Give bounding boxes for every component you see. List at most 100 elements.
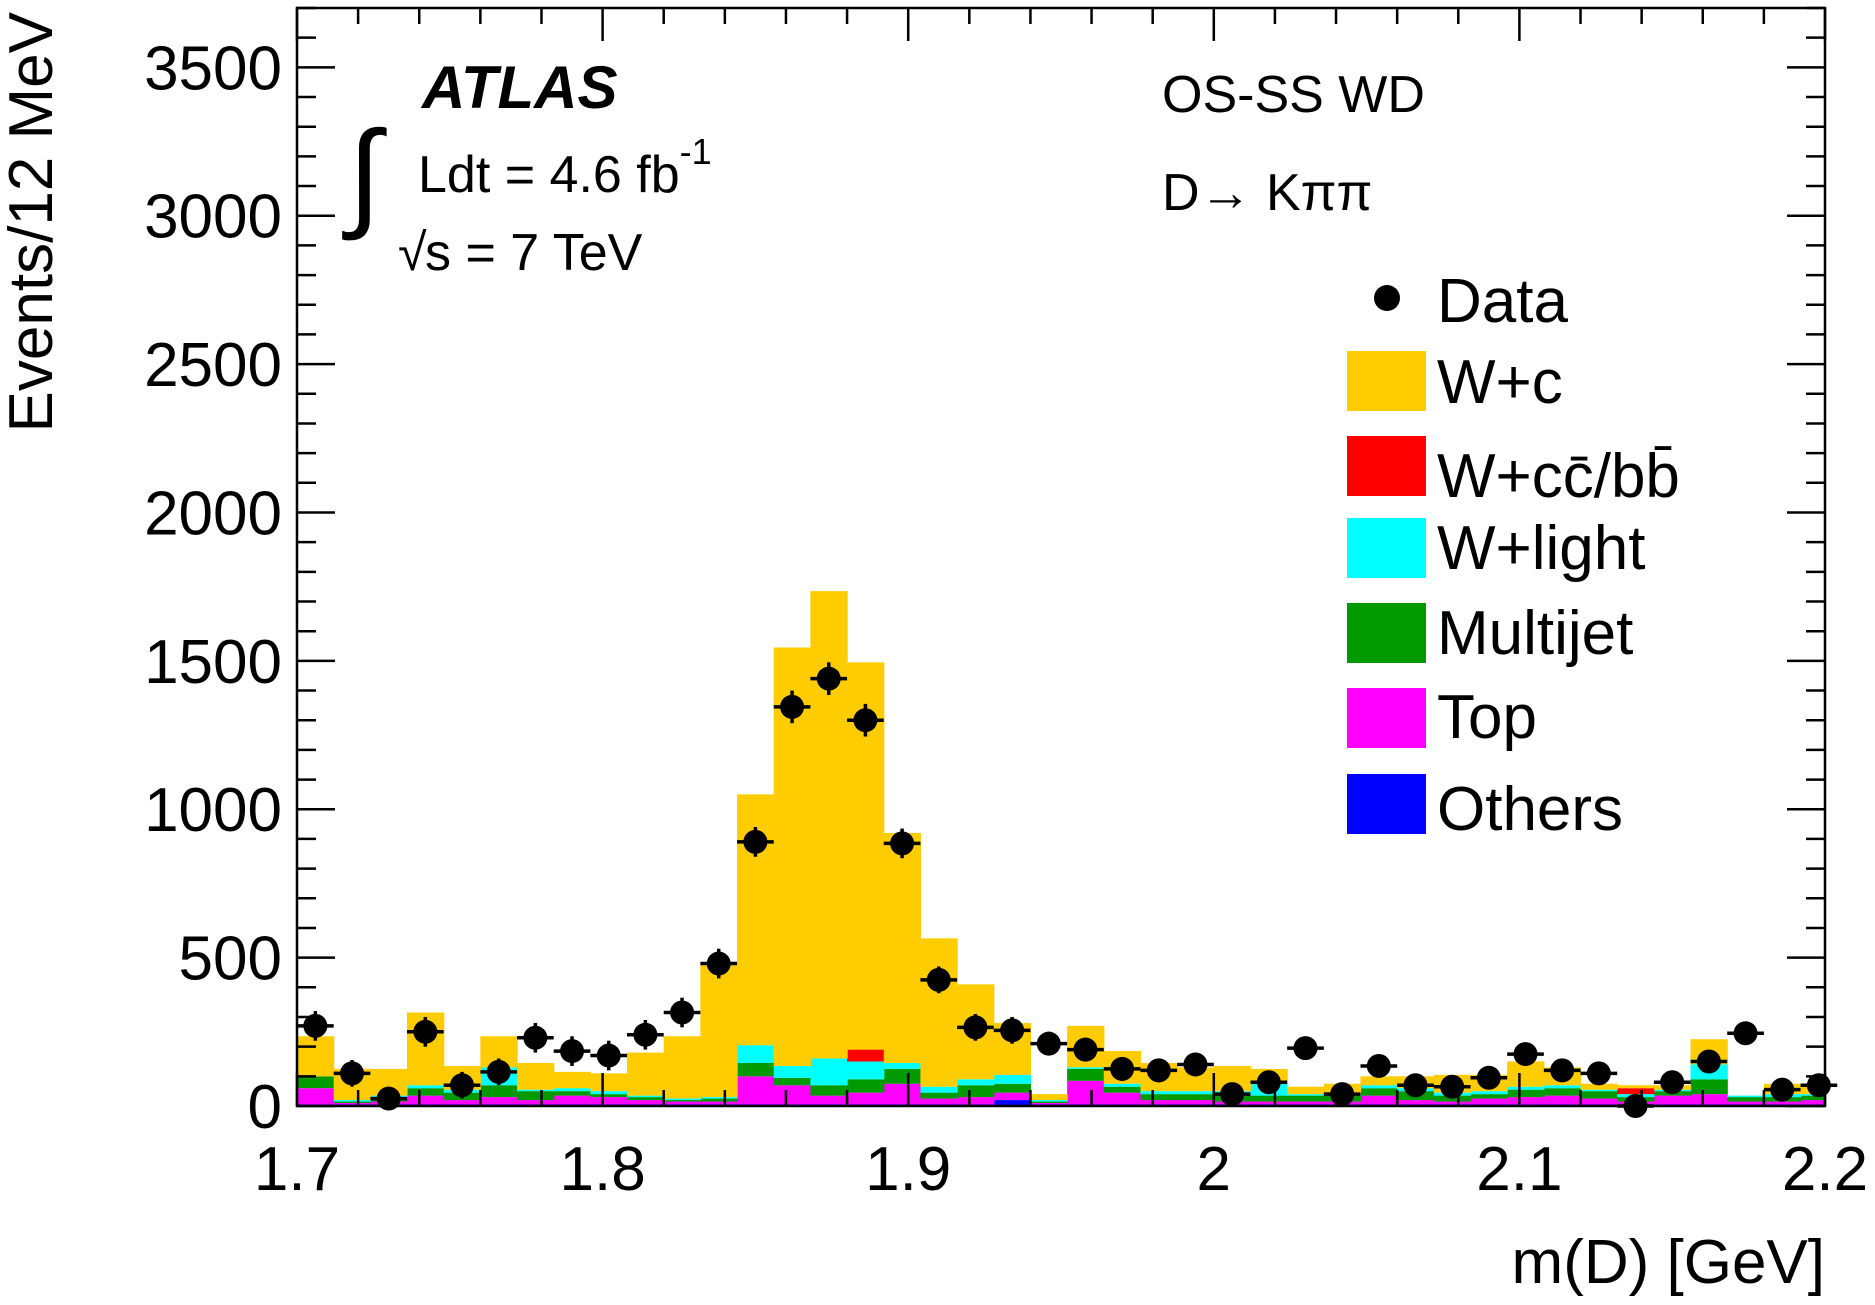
data-point-2 [370, 1086, 408, 1111]
bar-top-bin-12 [737, 1076, 775, 1105]
legend-marker-data [1374, 285, 1400, 311]
x-tick-label: 1.8 [559, 1135, 645, 1204]
bar-top-bin-40 [1763, 1101, 1802, 1105]
data-point-16 [883, 828, 921, 859]
bar-w-light-bin-15 [847, 1061, 885, 1080]
bar-w-light-bin-10 [663, 1098, 701, 1101]
bar-multijet-bin-27 [1287, 1095, 1325, 1102]
data-point-15 [847, 703, 884, 737]
atlas-label: ATLAS [420, 54, 618, 121]
bar-top-bin-35 [1580, 1098, 1618, 1105]
data-point-11 [700, 948, 738, 979]
data-point-12 [737, 827, 774, 857]
data-point-marker [523, 1025, 548, 1050]
bar-w-c-bin-14 [810, 591, 848, 1059]
bar-w-light-bin-39 [1727, 1095, 1765, 1098]
data-point-marker [1440, 1074, 1465, 1099]
legend-label-w-light: W+light [1437, 514, 1645, 583]
data-point-22 [1103, 1056, 1141, 1081]
data-point-1 [333, 1060, 371, 1087]
bar-top-bin-20 [1030, 1103, 1068, 1105]
bar-w-cc-bb-bin-36 [1617, 1088, 1655, 1095]
data-point-marker [1770, 1077, 1795, 1102]
data-point-marker [1000, 1018, 1025, 1043]
legend-label-data: Data [1437, 267, 1568, 336]
bar-w-light-bin-34 [1543, 1085, 1582, 1089]
bar-top-bin-6 [517, 1100, 555, 1105]
lumi-exponent: -1 [680, 131, 712, 172]
tick-labels-layer: 1.7 1.8 1.9 2 2.1 2.2 0 500 1000 1500 2000 2500 3000… [144, 34, 1868, 1204]
data-point-marker [340, 1061, 365, 1086]
legend-swatch-w-light [1347, 518, 1426, 578]
data-point-marker [1110, 1056, 1135, 1081]
bar-multijet-bin-12 [737, 1062, 775, 1077]
data-point-19 [993, 1016, 1031, 1044]
data-point-29 [1360, 1053, 1398, 1078]
data-point-27 [1287, 1036, 1324, 1061]
bar-top-bin-21 [1067, 1080, 1105, 1105]
data-point-marker [1330, 1082, 1355, 1107]
bar-w-light-bin-22 [1103, 1083, 1142, 1087]
data-point-18 [957, 1014, 994, 1041]
bar-top-bin-30 [1397, 1100, 1435, 1105]
data-point-marker [376, 1086, 401, 1111]
bar-top-bin-22 [1103, 1092, 1142, 1105]
data-point-7 [553, 1036, 591, 1066]
data-point-marker [560, 1039, 585, 1064]
bar-multijet-bin-21 [1067, 1068, 1105, 1081]
data-point-marker [303, 1013, 328, 1038]
data-point-30 [1397, 1073, 1434, 1098]
data-point-10 [663, 997, 701, 1028]
data-point-17 [920, 966, 958, 994]
data-point-marker [1036, 1031, 1061, 1056]
bar-w-c-bin-29 [1360, 1076, 1398, 1086]
bar-top-bin-31 [1433, 1101, 1472, 1105]
bar-top-bin-33 [1507, 1097, 1545, 1105]
x-tick-label: 2.1 [1476, 1135, 1562, 1204]
y-tick-label: 2500 [144, 331, 282, 400]
bar-top-bin-23 [1140, 1100, 1178, 1105]
bar-top-bin-10 [663, 1101, 701, 1105]
channel-label: D→ Kππ [1162, 164, 1372, 222]
bar-multijet-bin-14 [810, 1085, 848, 1096]
legend-label-top: Top [1437, 683, 1537, 752]
y-tick-label: 3500 [144, 34, 282, 103]
data-point-4 [443, 1071, 481, 1099]
bar-multijet-bin-16 [883, 1068, 922, 1084]
bar-top-bin-15 [847, 1092, 885, 1105]
data-point-marker [706, 951, 731, 976]
histogram-stacks [297, 591, 1826, 1106]
legend-swatch-others [1347, 774, 1426, 834]
data-point-34 [1543, 1058, 1581, 1083]
bar-w-light-bin-1 [333, 1100, 371, 1102]
data-point-39 [1727, 1021, 1764, 1046]
bar-multijet-bin-15 [847, 1079, 885, 1093]
bar-multijet-bin-5 [480, 1085, 518, 1098]
data-point-25 [1213, 1082, 1251, 1107]
y-axis-title: Events/12 MeV [0, 11, 66, 432]
bar-multijet-bin-32 [1470, 1094, 1508, 1099]
data-point-23 [1140, 1058, 1178, 1083]
data-point-marker [890, 831, 915, 856]
bar-top-bin-3 [407, 1095, 445, 1105]
bar-w-light-bin-7 [553, 1088, 591, 1092]
bar-w-c-bin-35 [1580, 1083, 1618, 1090]
data-point-marker [1366, 1053, 1391, 1078]
data-point-marker [486, 1059, 511, 1084]
lumi-integral-sign: ∫ [342, 107, 387, 241]
data-point-5 [480, 1058, 518, 1086]
bar-w-c-bin-20 [1030, 1094, 1068, 1101]
bar-top-bin-0 [297, 1088, 335, 1105]
bar-w-light-bin-27 [1287, 1094, 1325, 1096]
bar-top-bin-17 [920, 1098, 958, 1105]
energy-sqrt: √ [398, 224, 427, 282]
data-point-marker [1256, 1070, 1281, 1095]
data-point-40 [1763, 1077, 1801, 1102]
data-point-marker [1476, 1065, 1501, 1090]
bar-w-light-bin-8 [590, 1091, 628, 1095]
bar-top-bin-19 [993, 1092, 1032, 1101]
bar-w-c-bin-0 [297, 1036, 335, 1077]
bar-top-bin-32 [1470, 1098, 1508, 1105]
legend-swatch-w-c [1347, 351, 1426, 411]
